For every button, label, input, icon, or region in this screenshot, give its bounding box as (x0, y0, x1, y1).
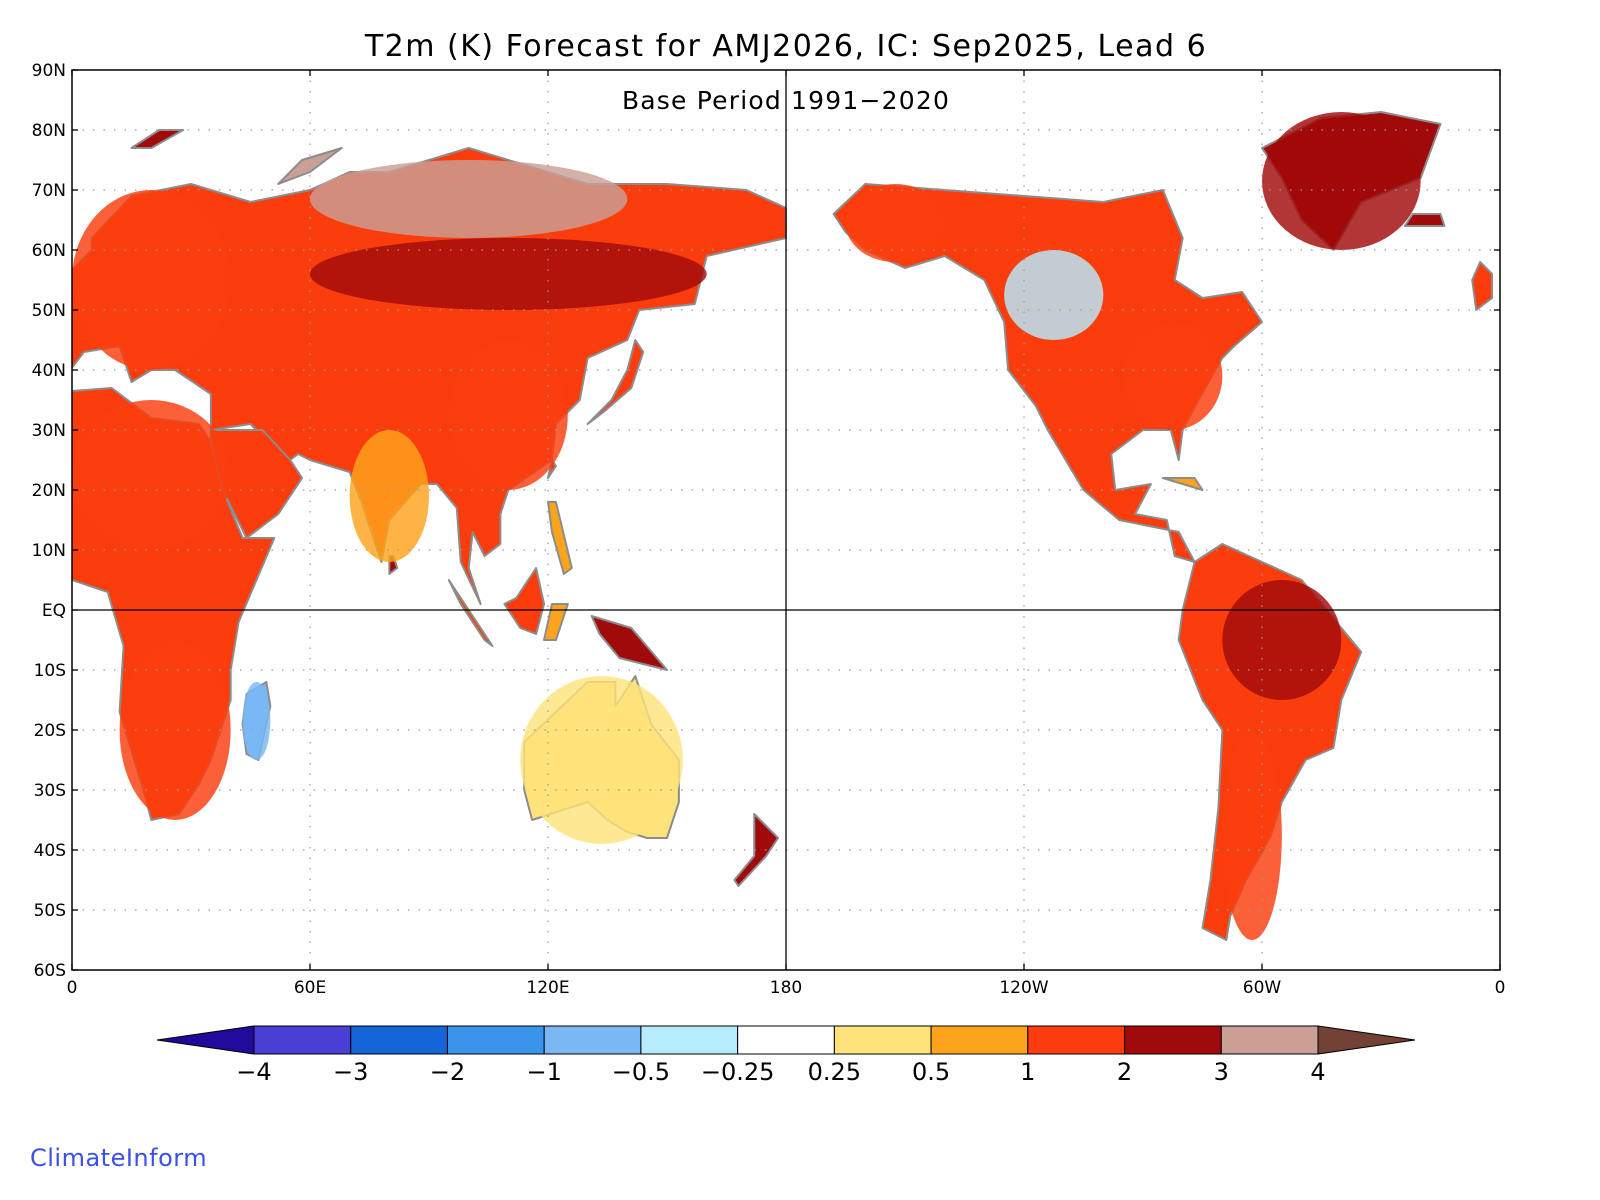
anomaly-region-northern-siberia (310, 160, 628, 238)
colorbar-high-arrow (1317, 1025, 1416, 1055)
anomaly-region-southern-south-america (1222, 730, 1282, 940)
colorbar-low-arrow (156, 1025, 255, 1055)
lat-label: 80N (32, 121, 66, 141)
lat-label: 20N (32, 481, 66, 501)
north-america-land (832, 183, 1263, 563)
anomaly-region-eastern-usa (1123, 322, 1223, 430)
climateinform-brand: ClimateInform (30, 1144, 208, 1172)
colorbar-swatch (446, 1025, 545, 1055)
colorbar-tick-label: −4 (236, 1058, 271, 1086)
anomaly-region-alaska (845, 184, 945, 262)
colorbar-tick-label: −0.25 (701, 1058, 775, 1086)
lat-label: 60S (34, 961, 66, 981)
colorbar-tick-label: −3 (333, 1058, 368, 1086)
lon-label: 0 (67, 978, 78, 998)
lon-label: 0 (1495, 978, 1506, 998)
anomaly-land-fills (72, 111, 1494, 941)
lat-label: 10N (32, 541, 66, 561)
lat-label: 40S (34, 841, 66, 861)
anomaly-region-southern-africa (119, 640, 231, 820)
colorbar-swatch (1124, 1025, 1222, 1055)
colorbar-tick-label: −2 (430, 1058, 465, 1086)
colorbar-swatch (253, 1025, 352, 1055)
anomaly-region-canada-west (1004, 250, 1104, 340)
lat-label: 90N (32, 61, 66, 81)
colorbar-tick-label: −0.5 (612, 1058, 670, 1086)
sulawesi-land (543, 603, 569, 641)
colorbar-tick-label: 3 (1214, 1058, 1229, 1086)
britain-land (1471, 261, 1494, 311)
colorbar-swatch (640, 1025, 739, 1055)
anomaly-region-madagascar (242, 682, 271, 760)
lon-label: 60E (294, 978, 326, 998)
longitude-axis: 0 60E 120E 180 120W 60W 0 (67, 70, 1506, 998)
colorbar-tick-label: 1 (1020, 1058, 1035, 1086)
lat-label: 30N (32, 421, 66, 441)
lon-label: 60W (1243, 978, 1282, 998)
anomaly-region-china (448, 340, 568, 490)
anomaly-region-australia (520, 676, 683, 844)
cuba-land (1161, 477, 1204, 491)
lat-label: 40N (32, 361, 66, 381)
svalbard-land (130, 129, 185, 149)
colorbar-tick-label: 4 (1310, 1058, 1325, 1086)
anomaly-region-central-siberia (310, 238, 707, 310)
borneo-land (503, 567, 546, 635)
lat-label: 60N (32, 241, 66, 261)
new-guinea-land (590, 615, 668, 671)
map-plot-area (72, 70, 1500, 970)
anomaly-region-northern-africa (72, 400, 231, 550)
lat-label: 10S (34, 661, 66, 681)
lat-label: 50N (32, 301, 66, 321)
lat-label: EQ (42, 601, 66, 621)
philippines-land (547, 501, 573, 575)
lon-label: 180 (770, 978, 802, 998)
colorbar-swatch (833, 1025, 932, 1055)
latitude-axis: 90N 80N 70N 60N 50N 40N 30N 20N 10N EQ 10S 20S 30S 40… (32, 61, 1500, 981)
lat-label: 30S (34, 781, 66, 801)
lat-label: 20S (34, 721, 66, 741)
lat-label: 50S (34, 901, 66, 921)
anomaly-region-greenland (1262, 112, 1421, 250)
colorbar-swatch (930, 1025, 1029, 1055)
colorbar-tick-label: −1 (526, 1058, 561, 1086)
colorbar-tick-label: 0.25 (808, 1058, 861, 1086)
new-zealand-land (733, 813, 780, 887)
sumatra-land (447, 579, 494, 647)
japan-land (586, 339, 645, 425)
colorbar-legend: −4 −3 −2 −1 −0.5 −0.25 0.25 0.5 1 2 3 4 (156, 1025, 1416, 1086)
lon-label: 120W (999, 978, 1048, 998)
colorbar-tick-label: 2 (1117, 1058, 1132, 1086)
colorbar-swatch (737, 1025, 835, 1055)
chart-title: T2m (K) Forecast for AMJ2026, IC: Sep202… (364, 29, 1207, 64)
colorbar-tick-label: 0.5 (912, 1058, 950, 1086)
anomaly-region-europe (72, 190, 231, 370)
anomaly-region-india (349, 430, 430, 562)
colorbar-swatch (350, 1025, 448, 1055)
lon-label: 120E (526, 978, 569, 998)
colorbar-swatch (1027, 1025, 1126, 1055)
anomaly-region-amazon (1222, 580, 1342, 700)
colorbar-swatch (543, 1025, 642, 1055)
colorbar-swatch (1220, 1025, 1319, 1055)
lat-label: 70N (32, 181, 66, 201)
iceland-land (1403, 213, 1446, 227)
base-period-label: Base Period 1991−2020 (622, 86, 950, 115)
